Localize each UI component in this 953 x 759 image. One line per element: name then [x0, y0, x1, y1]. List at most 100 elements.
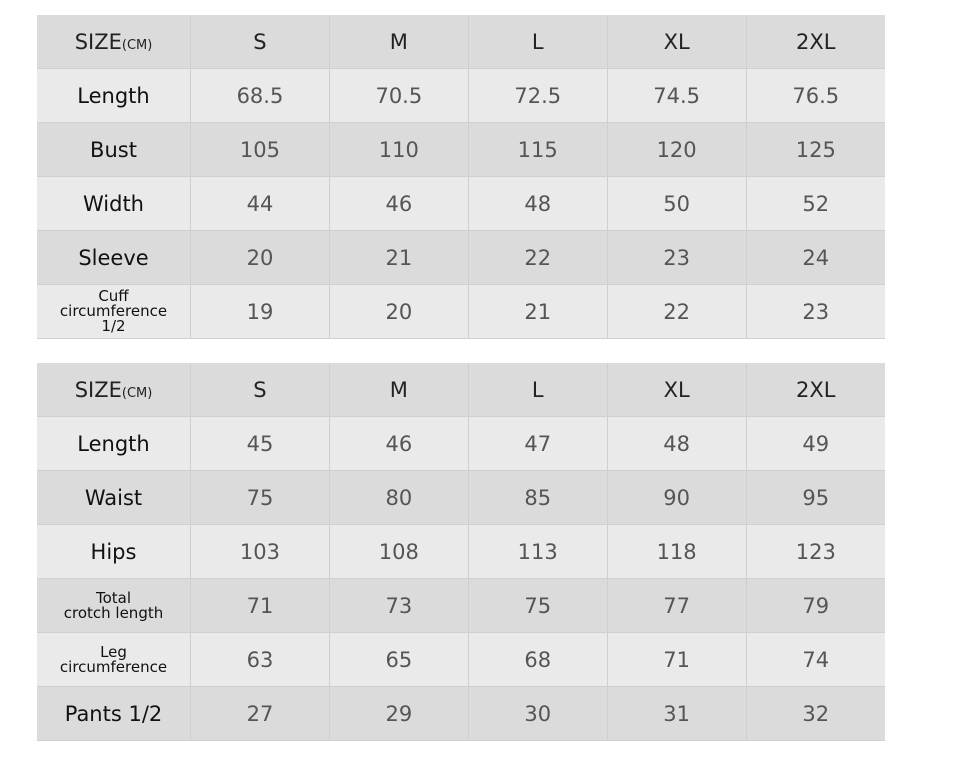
size-s: S: [190, 363, 330, 417]
value-cell: 79: [745, 578, 885, 633]
value-cell: 49: [745, 416, 885, 471]
row-label-line: circumference: [59, 657, 168, 676]
value-cell: 110: [328, 122, 469, 177]
value-cell: 120: [606, 122, 747, 177]
value-cell: 22: [467, 230, 608, 285]
row-label-line: Leg: [100, 642, 127, 661]
value-cell: 71: [606, 632, 747, 687]
size-2xl: 2XL: [745, 15, 885, 69]
row-label: Hips: [37, 524, 191, 579]
value-cell: 45: [190, 416, 330, 471]
value-cell: 21: [467, 284, 608, 339]
value-cell: 48: [606, 416, 747, 471]
table-row: Total crotch length 71 73 75 77 79: [37, 578, 885, 633]
value-cell: 85: [467, 470, 608, 525]
value-cell: 76.5: [745, 68, 885, 123]
table-row: Hips 103 108 113 118 123: [37, 524, 885, 579]
value-cell: 123: [745, 524, 885, 579]
value-cell: 29: [328, 686, 469, 741]
row-label-line: 1/2: [101, 317, 126, 335]
value-cell: 32: [745, 686, 885, 741]
row-label-line: circumference: [59, 302, 168, 320]
value-cell: 20: [190, 230, 330, 285]
value-cell: 103: [190, 524, 330, 579]
value-cell: 24: [745, 230, 885, 285]
table-row: Waist 75 80 85 90 95: [37, 470, 885, 525]
table-row: Sleeve 20 21 22 23 24: [37, 230, 885, 285]
row-label: Total crotch length: [37, 578, 191, 633]
value-cell: 20: [328, 284, 469, 339]
row-label: Waist: [37, 470, 191, 525]
value-cell: 27: [190, 686, 330, 741]
value-cell: 71: [190, 578, 330, 633]
value-cell: 95: [745, 470, 885, 525]
bottom-size-table: SIZE(CM) S M L XL 2XL Length 45 46 47 48 49 Wa…: [37, 363, 885, 741]
row-label: Length: [37, 68, 191, 123]
unit-label: (CM): [121, 385, 153, 401]
value-cell: 22: [606, 284, 747, 339]
value-cell: 52: [745, 176, 885, 231]
value-cell: 105: [190, 122, 330, 177]
value-cell: 21: [328, 230, 469, 285]
table-row: Leg circumference 63 65 68 71 74: [37, 632, 885, 687]
table-row: Length 68.5 70.5 72.5 74.5 76.5: [37, 68, 885, 123]
size-2xl: 2XL: [745, 363, 885, 417]
row-label: Bust: [37, 122, 191, 177]
value-cell: 46: [328, 416, 469, 471]
size-header: SIZE(CM): [37, 15, 191, 69]
table-row: Cuff circumference 1/2 19 20 21 22 23: [37, 284, 885, 339]
value-cell: 113: [467, 524, 608, 579]
size-s: S: [190, 15, 330, 69]
size-xl: XL: [606, 15, 747, 69]
top-size-table: SIZE(CM) S M L XL 2XL Length 68.5 70.5 72.5…: [37, 15, 885, 339]
value-cell: 65: [328, 632, 469, 687]
value-cell: 115: [467, 122, 608, 177]
row-label: Pants 1/2: [37, 686, 191, 741]
value-cell: 44: [190, 176, 330, 231]
value-cell: 77: [606, 578, 747, 633]
value-cell: 75: [190, 470, 330, 525]
header-row: SIZE(CM) S M L XL 2XL: [37, 363, 885, 417]
value-cell: 118: [606, 524, 747, 579]
size-m: M: [328, 15, 469, 69]
value-cell: 74: [745, 632, 885, 687]
value-cell: 70.5: [328, 68, 469, 123]
size-l: L: [467, 363, 608, 417]
value-cell: 90: [606, 470, 747, 525]
value-cell: 80: [328, 470, 469, 525]
table-row: Length 45 46 47 48 49: [37, 416, 885, 471]
size-l: L: [467, 15, 608, 69]
row-label: Width: [37, 176, 191, 231]
value-cell: 63: [190, 632, 330, 687]
value-cell: 75: [467, 578, 608, 633]
table-row: Width 44 46 48 50 52: [37, 176, 885, 231]
value-cell: 46: [328, 176, 469, 231]
header-row: SIZE(CM) S M L XL 2XL: [37, 15, 885, 69]
value-cell: 30: [467, 686, 608, 741]
value-cell: 72.5: [467, 68, 608, 123]
size-label: SIZE: [74, 377, 122, 402]
row-label: Leg circumference: [37, 632, 191, 687]
value-cell: 73: [328, 578, 469, 633]
size-m: M: [328, 363, 469, 417]
size-label: SIZE: [74, 29, 122, 54]
row-label: Cuff circumference 1/2: [37, 284, 191, 339]
value-cell: 74.5: [606, 68, 747, 123]
row-label-line: crotch length: [63, 603, 164, 622]
row-label: Length: [37, 416, 191, 471]
value-cell: 31: [606, 686, 747, 741]
row-label-line: Cuff: [98, 287, 129, 305]
table-row: Pants 1/2 27 29 30 31 32: [37, 686, 885, 741]
value-cell: 48: [467, 176, 608, 231]
value-cell: 68: [467, 632, 608, 687]
value-cell: 125: [745, 122, 885, 177]
unit-label: (CM): [121, 37, 153, 53]
value-cell: 47: [467, 416, 608, 471]
size-header: SIZE(CM): [37, 363, 191, 417]
value-cell: 19: [190, 284, 330, 339]
value-cell: 23: [745, 284, 885, 339]
row-label-line: Total: [95, 588, 132, 607]
table-row: Bust 105 110 115 120 125: [37, 122, 885, 177]
value-cell: 50: [606, 176, 747, 231]
value-cell: 68.5: [190, 68, 330, 123]
